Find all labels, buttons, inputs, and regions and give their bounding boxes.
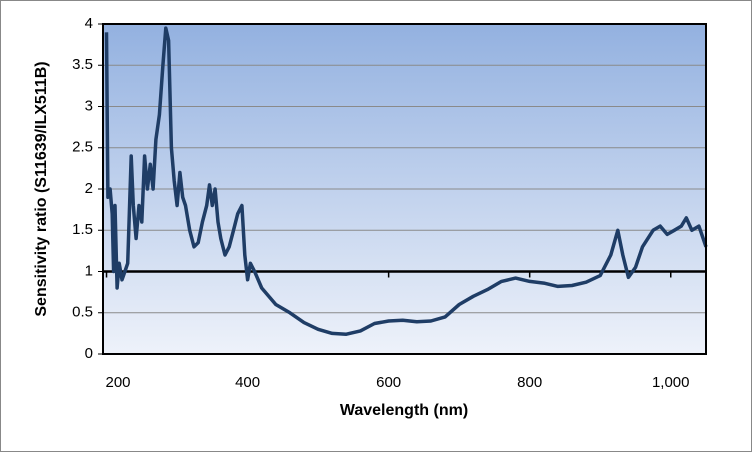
y-tick-label: 2.5	[72, 139, 93, 156]
y-tick-label: 3	[85, 97, 93, 114]
x-tick-label: 800	[517, 374, 542, 391]
x-tick-label: 1,000	[652, 374, 690, 391]
y-tick-label: 0	[85, 345, 93, 362]
y-tick-label: 1.5	[72, 221, 93, 238]
y-axis-label: Sensitivity ratio (S11639/ILX511B)	[33, 61, 50, 316]
y-tick-label: 0.5	[72, 304, 93, 321]
y-tick-label: 1	[85, 262, 93, 279]
x-tick-label: 200	[105, 374, 130, 391]
x-axis-label: Wavelength (nm)	[340, 402, 468, 419]
plot-border	[102, 23, 707, 355]
x-tick-label: 400	[235, 374, 260, 391]
y-tick-label: 2	[85, 180, 93, 197]
data-line	[104, 26, 708, 336]
y-tick-label: 4	[85, 15, 93, 32]
y-tick-label: 3.5	[72, 56, 93, 73]
x-tick-label: 600	[376, 374, 401, 391]
